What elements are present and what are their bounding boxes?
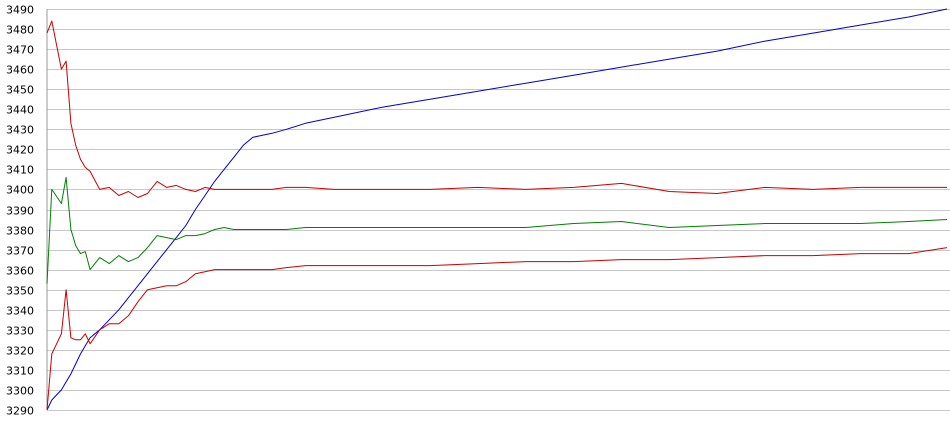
y-tick-label: 3310 [6,365,34,378]
series-line-2 [46,20,947,198]
series-line-3 [46,176,948,284]
y-tick-label: 3350 [6,285,34,298]
y-tick-label: 3440 [6,104,34,117]
y-tick-label: 3450 [6,84,34,97]
y-tick-label: 3340 [6,305,34,318]
y-axis-ticks: 3290 3300 3310 3320 3330 3340 3350 3360 3370 3380… [6,4,34,418]
y-tick-label: 3300 [6,385,34,398]
y-tick-label: 3360 [6,265,34,278]
y-tick-label: 3390 [6,205,34,218]
y-tick-label: 3480 [6,24,34,37]
y-tick-label: 3380 [6,225,34,238]
y-tick-label: 3410 [6,164,34,177]
y-tick-label: 3320 [6,345,34,358]
y-tick-label: 3460 [6,64,34,77]
y-tick-label: 3490 [6,4,34,17]
y-tick-label: 3330 [6,325,34,338]
y-tick-label: 3430 [6,124,34,137]
series-line-4 [46,247,948,411]
series-line-1 [46,8,948,411]
y-tick-label: 3420 [6,144,34,157]
grid [47,9,950,411]
y-tick-label: 3290 [6,405,34,418]
y-tick-label: 3400 [6,184,34,197]
y-tick-label: 3370 [6,245,34,258]
series-group [46,8,948,411]
y-tick-label: 3470 [6,44,34,57]
